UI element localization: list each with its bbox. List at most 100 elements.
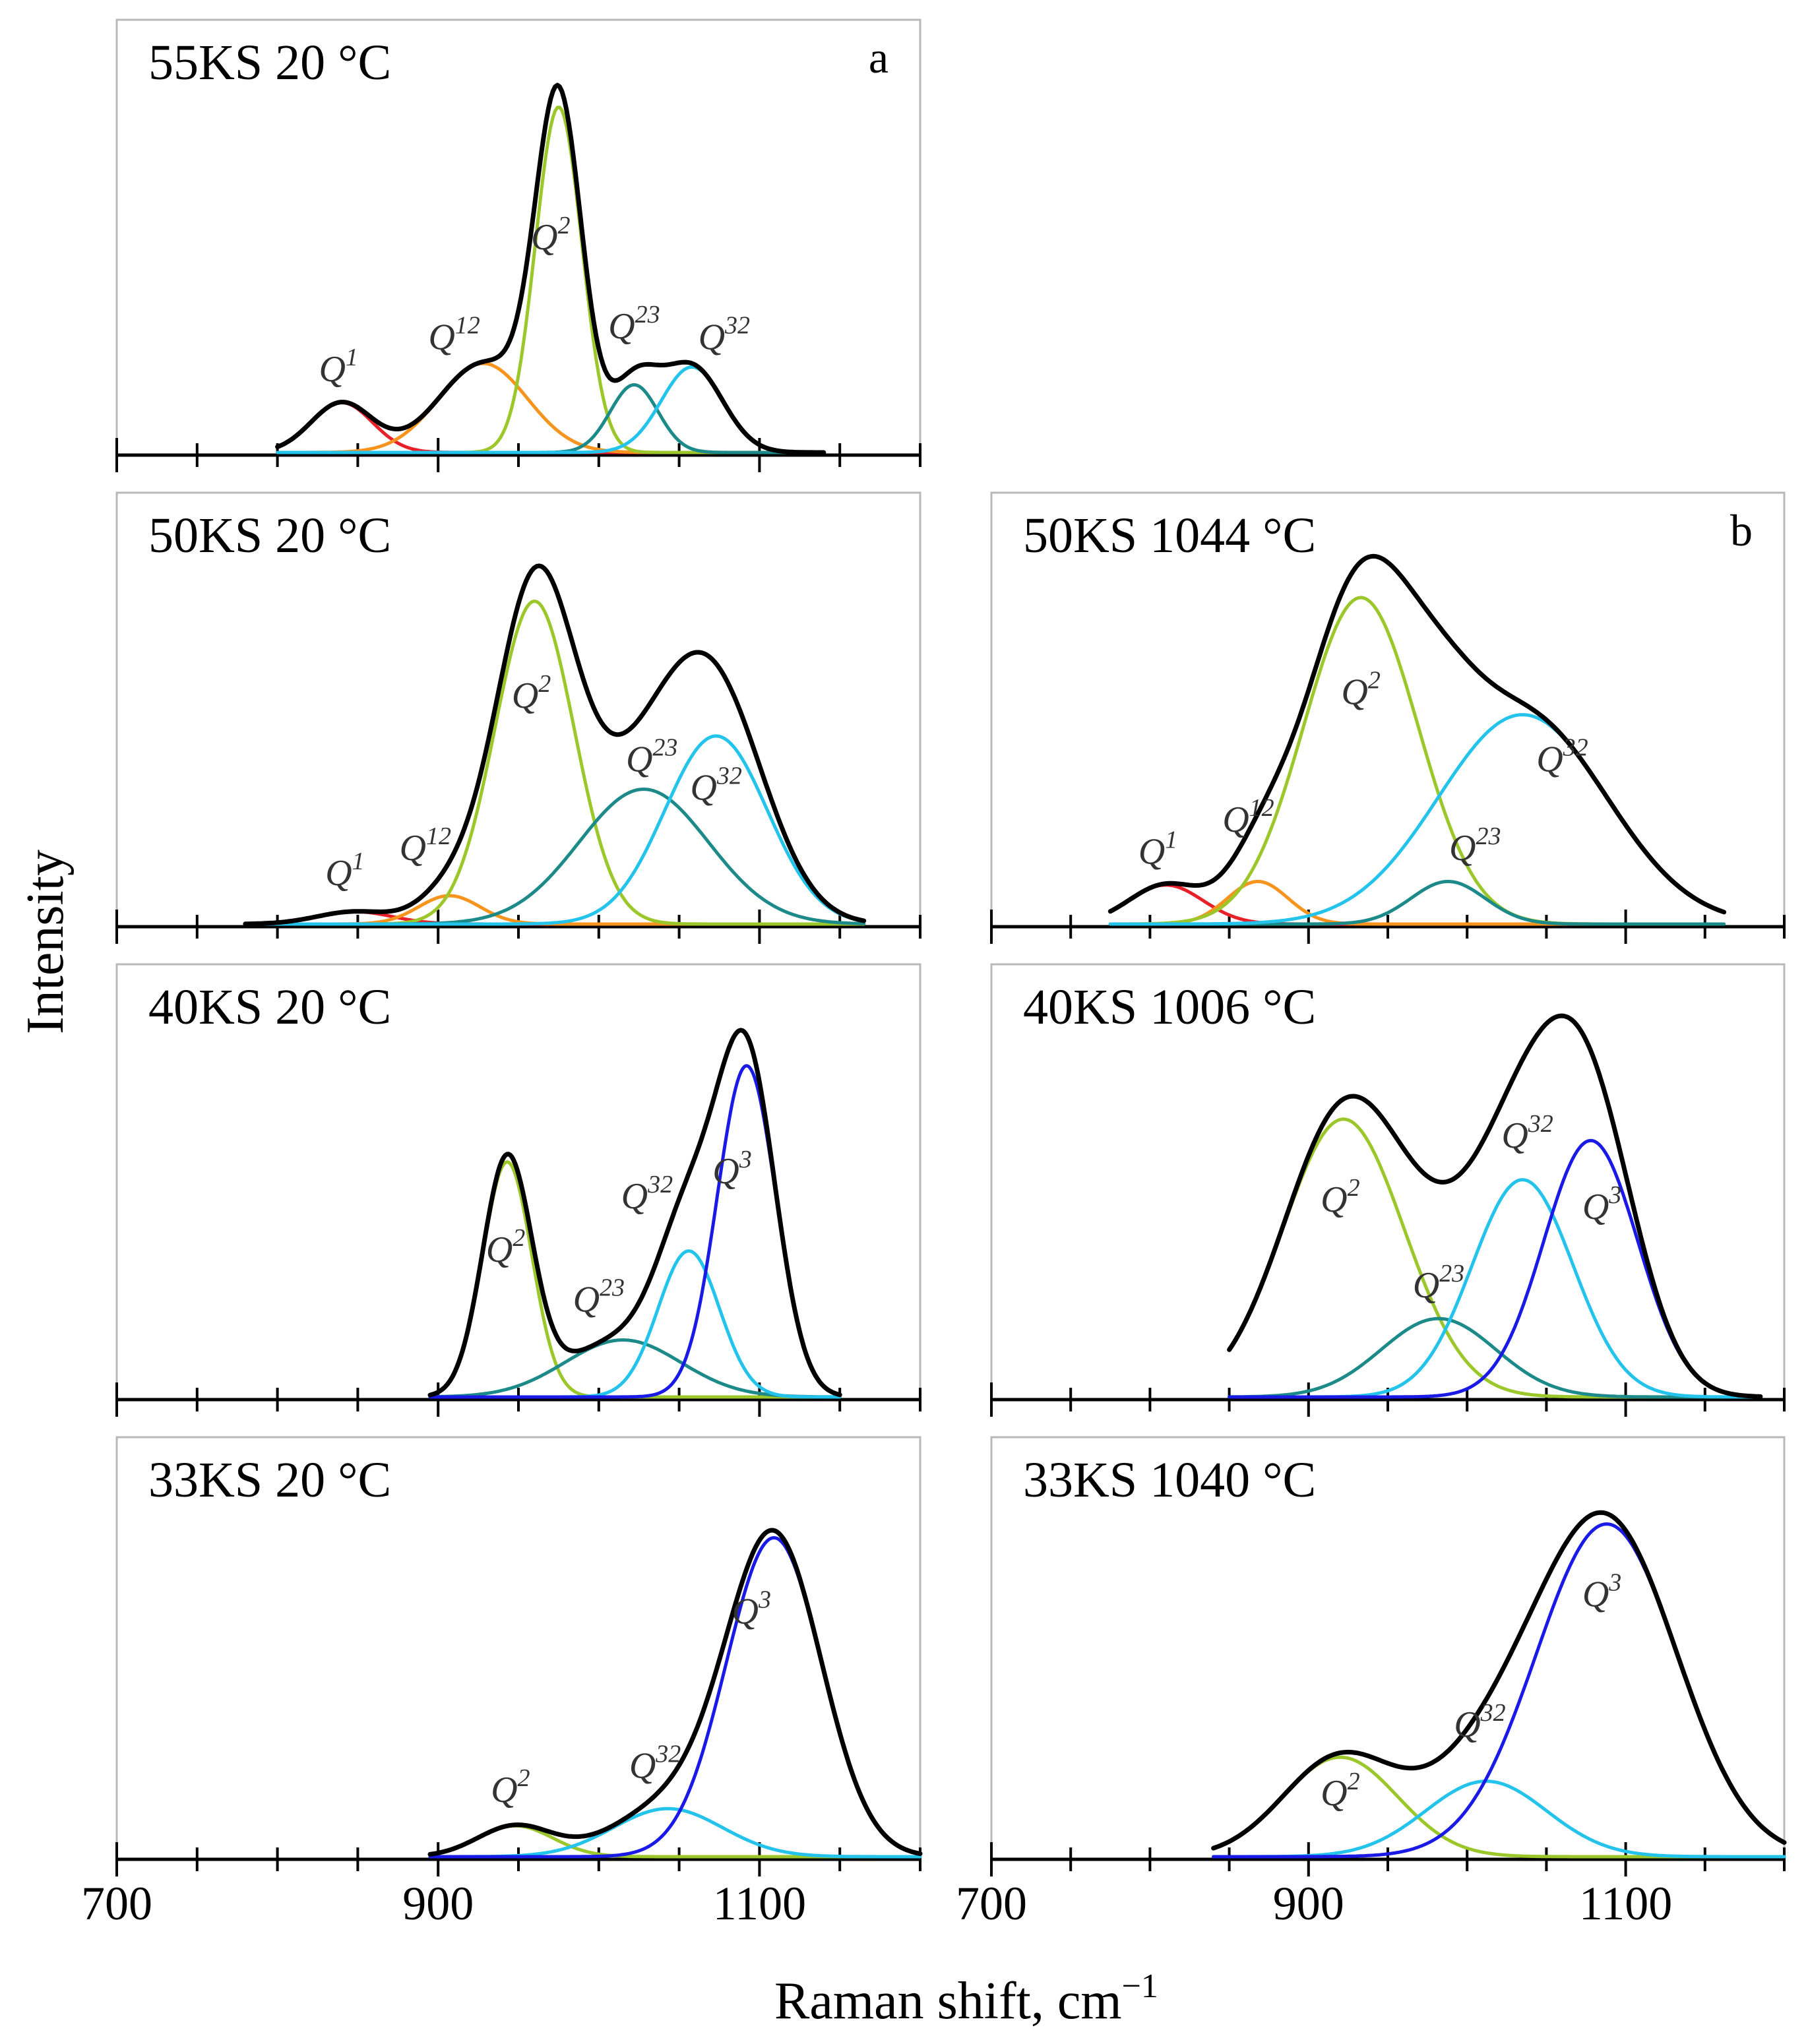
peak-label-letter: Q [512, 675, 538, 716]
peak-label-letter: Q [1454, 1704, 1480, 1745]
peak-label-superscript: 23 [1439, 1260, 1464, 1287]
x-axis-title: Raman shift, cm−1 [774, 1967, 1158, 2030]
peak-label-superscript: 23 [1476, 822, 1501, 850]
peak-label-letter: Q [621, 1176, 648, 1217]
peak-label-letter: Q [1536, 739, 1563, 780]
panel-letter: b [1730, 505, 1753, 555]
peak-label-letter: Q [1413, 1265, 1439, 1306]
peak-label-superscript: 2 [1348, 1174, 1360, 1202]
peak-label-q2: Q2 [512, 670, 551, 716]
component-curve-q32 [1212, 1780, 1786, 1859]
peak-label-letter: Q [690, 768, 716, 809]
peak-label-superscript: 32 [1528, 1110, 1553, 1138]
peak-label-letter: Q [1582, 1574, 1609, 1615]
peak-label-superscript: 12 [455, 311, 480, 339]
peak-label-q12: Q12 [428, 311, 480, 357]
component-curve-q2 [1212, 1755, 1786, 1859]
x-tick-label-900: 900 [1273, 1877, 1344, 1930]
peak-label-superscript: 32 [647, 1171, 673, 1198]
peak-label-q23: Q23 [1449, 822, 1501, 869]
envelope-curve [427, 1028, 842, 1398]
envelope-curve [1211, 1510, 1787, 1851]
peak-label-letter: Q [629, 1745, 656, 1786]
peak-label-q32: Q32 [629, 1740, 681, 1786]
peak-label-q32: Q32 [621, 1171, 673, 1217]
component-curve-q23 [1228, 1316, 1762, 1399]
component-curve-q2 [276, 106, 826, 454]
x-tick-label-900: 900 [402, 1877, 474, 1930]
component-curve-q2 [428, 1824, 922, 1859]
x-tick-label-700: 700 [956, 1877, 1027, 1930]
peak-label-q2: Q2 [491, 1764, 530, 1811]
x-axis-title-text: Raman shift, cm [774, 1972, 1122, 2030]
peak-label-q3: Q3 [1582, 1181, 1621, 1227]
peak-label-q2: Q2 [1341, 666, 1380, 712]
peak-label-superscript: 2 [538, 670, 551, 698]
peak-label-letter: Q [699, 317, 725, 357]
peak-label-q23: Q23 [608, 301, 660, 347]
peak-label-superscript: 3 [1608, 1568, 1621, 1596]
panel-title: 33KS 20 °C [148, 1452, 391, 1508]
panel-title: 40KS 1006 °C [1023, 979, 1316, 1035]
peak-label-superscript: 32 [724, 311, 750, 339]
panel-title: 33KS 1040 °C [1023, 1452, 1316, 1508]
peak-label-letter: Q [1582, 1187, 1609, 1227]
peak-label-letter: Q [531, 217, 557, 258]
peak-label-superscript: 2 [557, 212, 570, 239]
peak-label-letter: Q [1138, 832, 1165, 873]
peak-label-superscript: 1 [1165, 826, 1177, 854]
peak-label-letter: Q [1321, 1773, 1347, 1814]
peak-label-letter: Q [1341, 671, 1367, 712]
y-axis-title: Intensity [16, 850, 75, 1034]
peak-label-q32: Q32 [699, 311, 750, 357]
peak-label-letter: Q [319, 349, 345, 390]
peak-label-q3: Q3 [712, 1146, 751, 1192]
envelope-curve [275, 82, 826, 455]
peak-label-q23: Q23 [1413, 1260, 1464, 1306]
peak-label-superscript: 32 [716, 762, 742, 790]
envelope-curve [243, 563, 867, 927]
peak-label-q2: Q2 [531, 212, 570, 258]
peak-label-q32: Q32 [690, 762, 741, 809]
peak-label-superscript: 3 [1608, 1181, 1621, 1209]
peak-label-q32: Q32 [1501, 1110, 1553, 1156]
component-curve-q32 [428, 1249, 842, 1399]
x-axis-title-superscript: −1 [1122, 1967, 1158, 2005]
panel-title: 50KS 1044 °C [1023, 508, 1316, 563]
peak-label-letter: Q [399, 828, 425, 869]
peak-label-letter: Q [1321, 1179, 1347, 1220]
peak-label-superscript: 2 [1368, 666, 1381, 694]
component-curve-q12 [243, 894, 866, 926]
peak-label-letter: Q [1222, 799, 1249, 840]
x-tick-label-1100: 1100 [713, 1877, 806, 1930]
peak-label-superscript: 12 [1249, 794, 1274, 822]
peak-label-superscript: 2 [513, 1224, 525, 1252]
peak-label-q12: Q12 [399, 822, 451, 869]
envelope-curve [1107, 553, 1727, 915]
component-curve-q23 [276, 383, 826, 454]
peak-label-superscript: 1 [352, 848, 365, 875]
peak-label-letter: Q [491, 1770, 517, 1811]
panel-title: 50KS 20 °C [148, 508, 391, 563]
component-curve-q3 [1212, 1522, 1786, 1859]
component-curve-q32 [243, 734, 866, 926]
peak-label-q2: Q2 [1321, 1174, 1359, 1220]
panel-letter: a [869, 32, 888, 82]
peak-label-superscript: 2 [518, 1764, 530, 1792]
peak-label-q23: Q23 [626, 734, 677, 780]
envelope-curve [427, 1528, 923, 1857]
component-curve-q23 [428, 1338, 842, 1399]
envelope-curve [1227, 1013, 1763, 1399]
peak-label-letter: Q [486, 1229, 513, 1270]
peak-label-superscript: 12 [426, 822, 451, 850]
peak-label-letter: Q [1501, 1115, 1528, 1156]
x-tick-label-700: 700 [81, 1877, 152, 1930]
peak-label-superscript: 2 [1348, 1768, 1360, 1795]
